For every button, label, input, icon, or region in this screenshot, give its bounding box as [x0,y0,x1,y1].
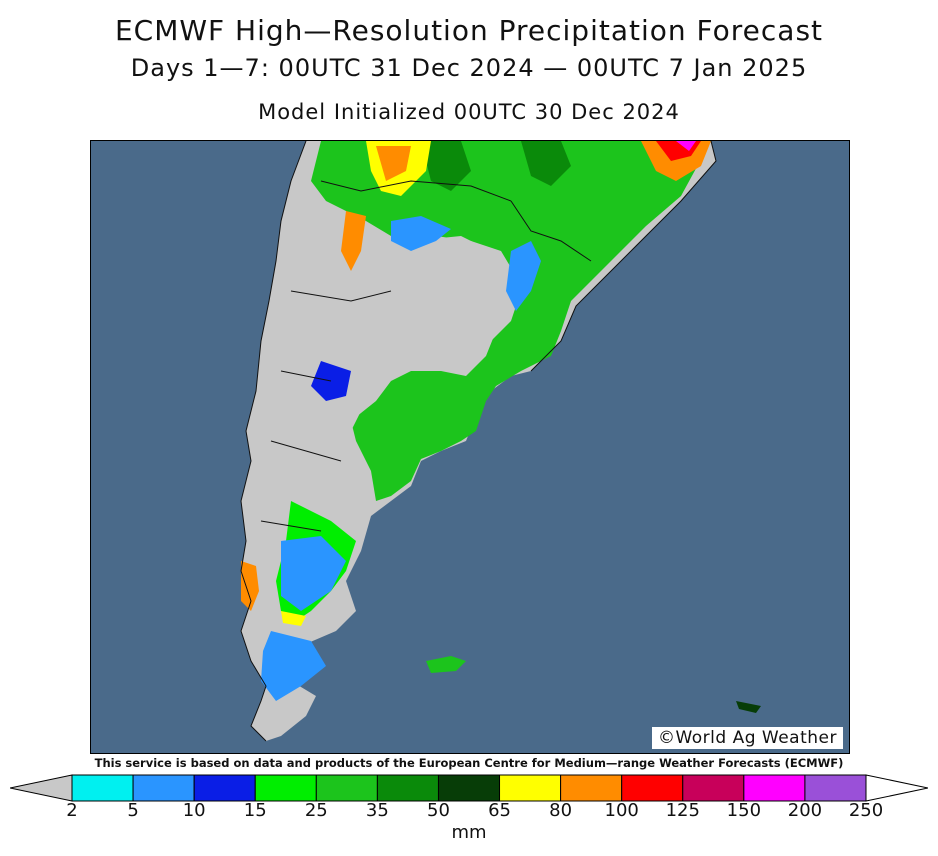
country-borders [240,141,717,742]
colorbar-low-arrow [10,774,73,802]
colorbar-tick-label: 35 [365,800,389,821]
colorbar-tick-label: 15 [243,800,267,821]
colorbar-cell [132,774,195,802]
colorbar-cell [315,774,378,802]
colorbar-tick-label: 5 [127,800,139,821]
colorbar-cell [376,774,439,802]
colorbar-tick-label: 200 [787,800,823,821]
colorbar-tick-label: 2 [66,800,78,821]
colorbar-tick-label: 10 [182,800,206,821]
colorbar-tick-label: 65 [488,800,511,821]
colorbar-cell [804,774,867,802]
colorbar-cell [621,774,684,802]
model-init: Model Initialized 00UTC 30 Dec 2024 [258,100,680,124]
colorbar-cell [499,774,562,802]
precip-dark-green [421,141,571,191]
colorbar-tick-label: 150 [726,800,762,821]
colorbar-cell [71,774,134,802]
colorbar-tick-label: 25 [304,800,328,821]
precipitation-map: ©World Ag Weather [90,140,850,754]
colorbar-tick-label: 100 [604,800,639,821]
colorbar-cell [682,774,745,802]
colorbar-tick-label: 50 [427,800,450,821]
map-title: ECMWF High—Resolution Precipitation Fore… [114,14,824,47]
precip-colorbar [10,774,928,802]
colorbar-tick-label: 80 [549,800,573,821]
credit-label: ©World Ag Weather [651,727,843,749]
colorbar-tick-label: 250 [848,800,884,821]
colorbar-cell [437,774,501,802]
falkland-islands [426,656,466,673]
colorbar-cell [254,774,317,802]
colorbar-cell [560,774,623,802]
south-georgia [736,701,761,713]
precip-heavy [241,141,711,626]
forecast-period: Days 1—7: 00UTC 31 Dec 2024 — 00UTC 7 Ja… [130,54,808,82]
colorbar-tick-label: 125 [665,800,700,821]
colorbar-cell [193,774,256,802]
disclaimer: This service is based on data and produc… [94,756,844,770]
colorbar-high-arrow [865,774,928,802]
colorbar-cell [743,774,806,802]
legend-unit: mm [451,822,487,843]
land-base [241,141,716,741]
